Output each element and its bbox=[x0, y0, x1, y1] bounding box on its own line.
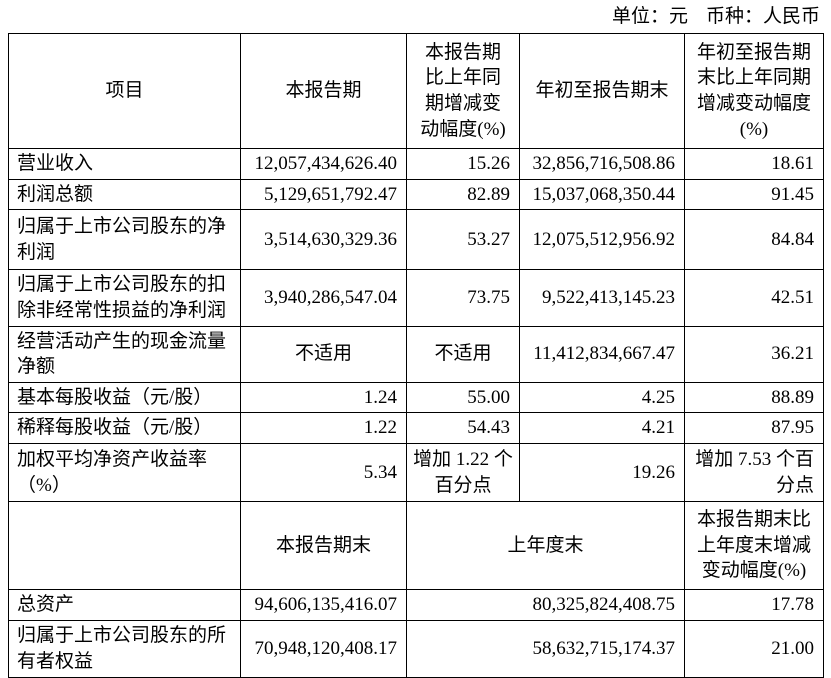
cell-change: 17.78 bbox=[684, 589, 824, 621]
cell-current-change: 增加 1.22 个百分点 bbox=[406, 443, 520, 503]
cell-ytd-change: 18.61 bbox=[684, 148, 824, 180]
header-item: 项目 bbox=[8, 33, 241, 149]
header-item-bottom bbox=[8, 501, 241, 591]
cell-current: 3,940,286,547.04 bbox=[240, 269, 407, 327]
header-current-period: 本报告期 bbox=[240, 33, 407, 149]
cell-ytd-change: 增加 7.53 个百分点 bbox=[684, 443, 824, 503]
table-row: 基本每股收益（元/股） 1.24 55.00 4.25 88.89 bbox=[8, 381, 824, 414]
table-row: 总资产 94,606,135,416.07 80,325,824,408.75 … bbox=[8, 589, 824, 621]
cell-current: 5,129,651,792.47 bbox=[240, 178, 407, 211]
row-label: 经营活动产生的现金流量净额 bbox=[8, 325, 241, 383]
cell-ytd: 4.21 bbox=[519, 412, 685, 445]
cell-ytd: 32,856,716,508.86 bbox=[519, 148, 685, 180]
table-header-row-bottom: 本报告期末 上年度末 本报告期末比上年度末增减变动幅度(%) bbox=[8, 501, 824, 591]
cell-current: 3,514,630,329.36 bbox=[240, 209, 407, 271]
row-label: 营业收入 bbox=[8, 148, 241, 180]
cell-ytd-change: 42.51 bbox=[684, 269, 824, 327]
table-row: 利润总额 5,129,651,792.47 82.89 15,037,068,3… bbox=[8, 178, 824, 211]
table-row: 稀释每股收益（元/股） 1.22 54.43 4.21 87.95 bbox=[8, 412, 824, 445]
cell-ytd: 12,075,512,956.92 bbox=[519, 209, 685, 271]
row-label: 总资产 bbox=[8, 589, 241, 621]
cell-current: 不适用 bbox=[240, 325, 407, 383]
header-ytd: 年初至报告期末 bbox=[519, 33, 685, 149]
header-period-end-change: 本报告期末比上年度末增减变动幅度(%) bbox=[684, 501, 824, 591]
cell-current-change: 不适用 bbox=[406, 325, 520, 383]
cell-change: 21.00 bbox=[684, 619, 824, 678]
cell-ytd-change: 36.21 bbox=[684, 325, 824, 383]
cell-ytd-change: 88.89 bbox=[684, 381, 824, 414]
table-row: 加权平均净资产收益率（%） 5.34 增加 1.22 个百分点 19.26 增加… bbox=[8, 443, 824, 503]
cell-current-change: 15.26 bbox=[406, 148, 520, 180]
row-label: 归属于上市公司股东的所有者权益 bbox=[8, 619, 241, 678]
cell-ytd: 4.25 bbox=[519, 381, 685, 414]
cell-period-end: 94,606,135,416.07 bbox=[240, 589, 407, 621]
table-row: 经营活动产生的现金流量净额 不适用 不适用 11,412,834,667.47 … bbox=[8, 325, 824, 383]
cell-current-change: 82.89 bbox=[406, 178, 520, 211]
header-prev-year-end: 上年度末 bbox=[406, 501, 685, 591]
cell-period-end: 70,948,120,408.17 bbox=[240, 619, 407, 678]
financial-summary-table: 项目 本报告期 本报告期比上年同期增减变动幅度(%) 年初至报告期末 年初至报告… bbox=[8, 33, 824, 678]
unit-currency-line: 单位：元 币种：人民币 bbox=[8, 4, 820, 30]
row-label: 归属于上市公司股东的净利润 bbox=[8, 209, 241, 271]
row-label: 稀释每股收益（元/股） bbox=[8, 412, 241, 445]
table-row: 归属于上市公司股东的扣除非经常性损益的净利润 3,940,286,547.04 … bbox=[8, 269, 824, 327]
row-label: 利润总额 bbox=[8, 178, 241, 211]
cell-ytd-change: 87.95 bbox=[684, 412, 824, 445]
cell-current: 5.34 bbox=[240, 443, 407, 503]
header-current-period-change: 本报告期比上年同期增减变动幅度(%) bbox=[406, 33, 520, 149]
cell-current: 12,057,434,626.40 bbox=[240, 148, 407, 180]
table-row: 归属于上市公司股东的净利润 3,514,630,329.36 53.27 12,… bbox=[8, 209, 824, 271]
cell-current-change: 73.75 bbox=[406, 269, 520, 327]
table-row: 营业收入 12,057,434,626.40 15.26 32,856,716,… bbox=[8, 148, 824, 180]
cell-ytd-change: 91.45 bbox=[684, 178, 824, 211]
cell-prev-year-end: 80,325,824,408.75 bbox=[406, 589, 685, 621]
row-label: 基本每股收益（元/股） bbox=[8, 381, 241, 414]
table-header-row-top: 项目 本报告期 本报告期比上年同期增减变动幅度(%) 年初至报告期末 年初至报告… bbox=[8, 33, 824, 149]
row-label: 加权平均净资产收益率（%） bbox=[8, 443, 241, 503]
cell-ytd: 11,412,834,667.47 bbox=[519, 325, 685, 383]
cell-ytd: 15,037,068,350.44 bbox=[519, 178, 685, 211]
cell-current: 1.24 bbox=[240, 381, 407, 414]
cell-ytd-change: 84.84 bbox=[684, 209, 824, 271]
cell-current: 1.22 bbox=[240, 412, 407, 445]
cell-current-change: 55.00 bbox=[406, 381, 520, 414]
cell-prev-year-end: 58,632,715,174.37 bbox=[406, 619, 685, 678]
cell-ytd: 19.26 bbox=[519, 443, 685, 503]
cell-current-change: 54.43 bbox=[406, 412, 520, 445]
currency-label: 币种：人民币 bbox=[705, 6, 820, 27]
cell-ytd: 9,522,413,145.23 bbox=[519, 269, 685, 327]
cell-current-change: 53.27 bbox=[406, 209, 520, 271]
unit-label: 单位：元 bbox=[611, 6, 688, 27]
table-row: 归属于上市公司股东的所有者权益 70,948,120,408.17 58,632… bbox=[8, 619, 824, 678]
header-ytd-change: 年初至报告期末比上年同期增减变动幅度(%) bbox=[684, 33, 824, 149]
row-label: 归属于上市公司股东的扣除非经常性损益的净利润 bbox=[8, 269, 241, 327]
header-period-end: 本报告期末 bbox=[240, 501, 407, 591]
